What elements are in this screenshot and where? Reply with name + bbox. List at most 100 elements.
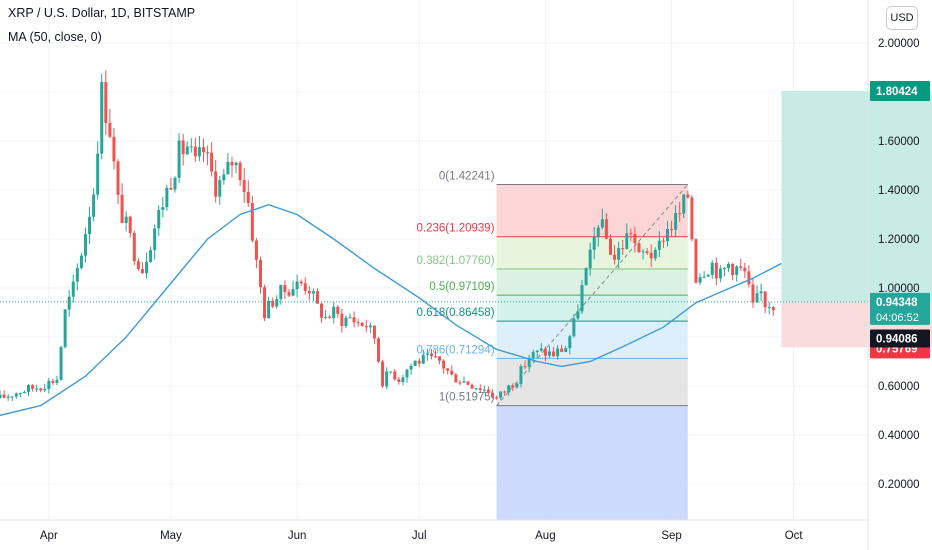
fib-zone (496, 268, 688, 296)
candle-body (511, 385, 515, 388)
fib-zone (496, 184, 688, 237)
candle-body (165, 187, 169, 208)
candle-body (267, 300, 271, 319)
candle-body (263, 287, 267, 319)
candle-body (507, 385, 511, 393)
candle-body (641, 251, 645, 253)
candle-body (710, 262, 714, 275)
candle-body (185, 146, 189, 155)
candle-body (698, 277, 702, 283)
candle-body (83, 234, 87, 256)
candle-body (299, 281, 303, 284)
x-tick-label: Jun (288, 530, 307, 542)
candle-body (767, 307, 771, 309)
candle-body (161, 207, 165, 210)
y-tick-label: 1.40000 (878, 185, 920, 197)
candle-body (417, 360, 421, 364)
candle-body (438, 356, 442, 361)
candle-body (254, 240, 258, 260)
candle-body (531, 352, 535, 358)
fib-level-label: 0.5(0.97109) (429, 281, 494, 293)
candle-body (560, 348, 564, 352)
current-price-label: 0.94348 (876, 297, 918, 309)
fib-extension-zone (496, 405, 688, 520)
candle-body (51, 380, 55, 383)
candle-body (722, 268, 726, 270)
candle-body (92, 194, 96, 217)
candle-body (690, 197, 694, 240)
x-tick-label: Sep (661, 530, 681, 542)
ma-50-polyline (0, 203, 782, 417)
fib-zone (496, 321, 688, 359)
candle-body (210, 152, 214, 172)
candle-body (564, 348, 568, 352)
candle-body (230, 161, 234, 166)
candle-body (486, 389, 490, 393)
candle-body (552, 351, 556, 357)
ma-50-line (0, 203, 868, 417)
candle-body (234, 162, 238, 166)
candle-body (629, 233, 633, 235)
candle-body (621, 248, 625, 250)
candle-body (747, 271, 751, 285)
current-price-label-countdown: 04:06:52 (876, 312, 919, 324)
candle-body (678, 213, 682, 215)
indicator-legend[interactable]: MA (50, close, 0) (8, 30, 102, 44)
candle-body (226, 161, 230, 175)
candle-body (381, 361, 385, 387)
candle-body (39, 388, 43, 391)
candle-body (547, 351, 551, 356)
candle-body (157, 209, 161, 229)
y-tick-label: 2.00000 (878, 38, 920, 50)
candle-body (303, 283, 307, 292)
candle-body (136, 261, 140, 270)
candle-series[interactable] (0, 70, 775, 402)
candle-body (368, 325, 372, 328)
candle-body (320, 303, 324, 318)
fib-level-label: 0.786(0.71294) (417, 344, 495, 356)
grid-lines (0, 0, 868, 520)
fib-zone (496, 295, 688, 322)
candle-body (153, 228, 157, 251)
candle-body (364, 325, 368, 328)
currency-button[interactable]: USD (886, 6, 918, 30)
candle-body (189, 146, 193, 148)
candle-body (124, 216, 128, 224)
y-tick-label: 0.40000 (878, 430, 920, 442)
candle-body (55, 379, 59, 383)
candle-body (202, 147, 205, 153)
fib-retracement[interactable]: 0(1.42241) 0.236(1.20939) 0.382(1.07760) 0.… (417, 171, 689, 520)
candle-body (665, 229, 669, 242)
candle-body (592, 236, 596, 250)
candle-body (344, 317, 348, 327)
candle-body (214, 171, 218, 197)
candle-body (35, 388, 39, 390)
candle-body (104, 82, 108, 123)
candle-body (67, 296, 71, 310)
fib-level-label: 0(1.42241) (439, 171, 495, 183)
candle-body (311, 291, 315, 294)
candle-body (18, 393, 22, 395)
candle-body (535, 350, 539, 353)
candle-body (515, 383, 519, 388)
x-tick-label: Apr (40, 530, 58, 542)
candle-body (116, 161, 120, 195)
candle-body (649, 252, 653, 259)
y-tick-label: 1.00000 (878, 283, 920, 295)
candle-body (503, 391, 507, 393)
candle-body (258, 259, 262, 288)
candle-body (556, 348, 560, 357)
fib-level-label: 1(0.51975) (439, 392, 495, 404)
candle-body (279, 284, 283, 300)
candle-body (519, 366, 523, 384)
candle-body (584, 268, 588, 286)
candle-body (637, 243, 641, 253)
candle-body (287, 292, 291, 296)
candle-body (450, 370, 454, 375)
candle-body (246, 192, 250, 204)
candle-body (490, 392, 494, 398)
candle-body (466, 381, 470, 385)
candle-body (149, 250, 153, 263)
candle-body (653, 249, 657, 259)
